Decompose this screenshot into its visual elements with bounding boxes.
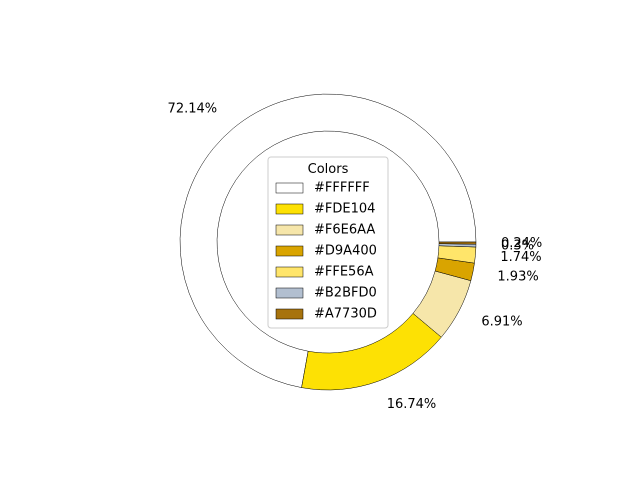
pct-label-ffe56a: 1.74% [500,250,541,265]
pct-label-a7730d: 0.24% [501,236,542,251]
legend-title: Colors [308,162,349,177]
legend-swatch-ffe56a [275,266,304,278]
legend: Colors #FFFFFF #FDE104 #F6E6AA #D9A400 #FFE5… [267,156,389,329]
legend-swatch-a7730d [275,308,304,320]
legend-label-a7730d: #A7730D [314,307,377,322]
pct-label-ffffff: 72.14% [168,102,218,117]
legend-label-f6e6aa: #F6E6AA [314,223,375,238]
pct-label-d9a400: 1.93% [497,270,538,285]
legend-label-d9a400: #D9A400 [314,244,377,259]
legend-label-ffffff: #FFFFFF [314,181,370,196]
legend-swatch-b2bfd0 [275,287,304,299]
legend-label-fde104: #FDE104 [314,202,375,217]
pct-label-fde104: 16.74% [387,397,437,412]
pct-label-b2bfd0: 0.3% [501,239,534,254]
slice-labels: 72.14% 16.74% 6.91% 1.93% 1.74%0.3%0.24% [168,102,543,413]
legend-swatch-ffffff [275,182,304,194]
legend-swatch-d9a400 [275,245,304,257]
slice-ffffff [179,93,477,388]
legend-swatch-fde104 [275,203,304,215]
legend-label-b2bfd0: #B2BFD0 [314,286,377,301]
legend-items: #FFFFFF #FDE104 #F6E6AA #D9A400 #FFE56A #B2BF… [275,181,377,322]
pct-label-f6e6aa: 6.91% [481,315,522,330]
legend-label-ffe56a: #FFE56A [314,265,374,280]
donut-slices [179,93,477,391]
legend-frame [267,156,389,329]
slice-a7730d [438,241,477,245]
legend-swatch-f6e6aa [275,224,304,236]
